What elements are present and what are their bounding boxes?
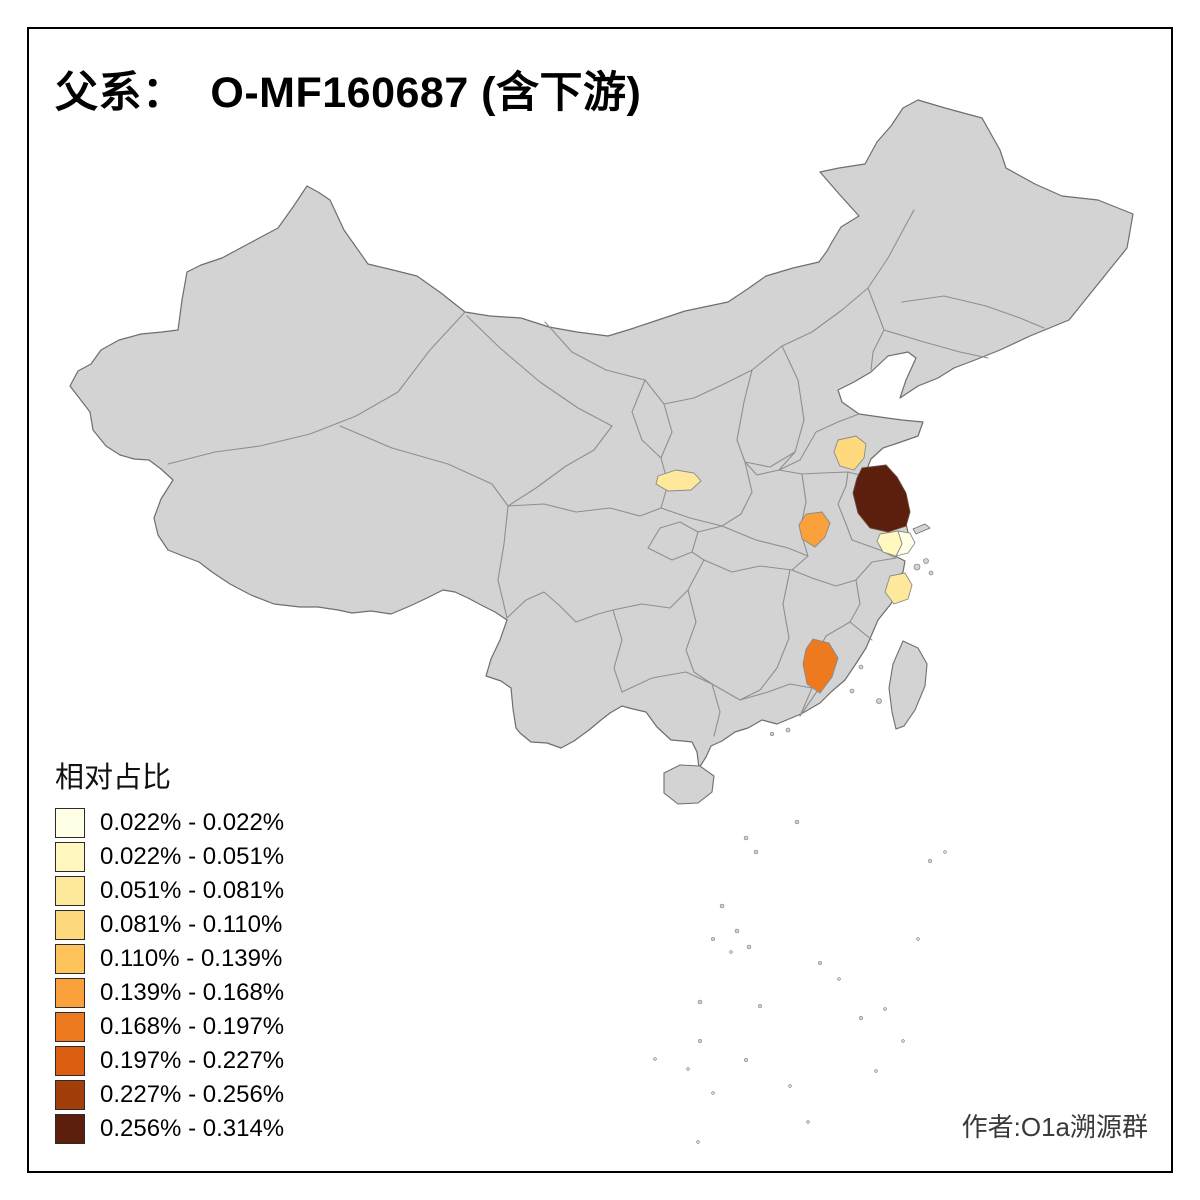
region-highlight-shandong: [833, 435, 867, 471]
legend-swatch: [55, 910, 85, 940]
legend-label: 0.022% - 0.051%: [100, 843, 285, 870]
legend-item: 0.022% - 0.022%: [55, 808, 284, 838]
legend-bins: 0.022% - 0.022% 0.022% - 0.051% 0.051% - 0…: [55, 808, 284, 1144]
legend-label: 0.139% - 0.168%: [100, 979, 285, 1006]
legend-item: 0.081% - 0.110%: [55, 910, 284, 940]
region-highlight-shanghai-pale: [876, 530, 903, 557]
highlighted-regions: [655, 435, 916, 694]
legend-item: 0.168% - 0.197%: [55, 1012, 284, 1042]
region-highlight-fujian: [802, 638, 839, 694]
legend-label: 0.227% - 0.256%: [100, 1081, 285, 1108]
legend-label: 0.081% - 0.110%: [100, 911, 283, 938]
taiwan-island: [888, 640, 928, 730]
legend-swatch: [55, 978, 85, 1008]
legend-swatch: [55, 944, 85, 974]
legend-swatch: [55, 808, 85, 838]
legend-title: 相对占比: [55, 762, 172, 794]
legend: 相对占比 0.022% - 0.022% 0.022% - 0.051% 0.051…: [55, 754, 284, 1148]
legend-label: 0.051% - 0.081%: [100, 877, 285, 904]
legend-item: 0.256% - 0.314%: [55, 1114, 284, 1144]
region-highlight-jiangsu: [852, 464, 911, 533]
legend-swatch: [55, 1012, 85, 1042]
legend-swatch: [55, 1080, 85, 1110]
legend-item: 0.227% - 0.256%: [55, 1080, 284, 1110]
coastal-islands: [769, 523, 934, 737]
legend-label: 0.022% - 0.022%: [100, 809, 285, 836]
legend-item: 0.139% - 0.168%: [55, 978, 284, 1008]
legend-swatch: [55, 842, 85, 872]
author-credit: 作者:O1a溯源群: [961, 1112, 1148, 1142]
legend-label: 0.110% - 0.139%: [100, 945, 283, 972]
legend-item: 0.051% - 0.081%: [55, 876, 284, 906]
legend-swatch: [55, 1046, 85, 1076]
region-highlight-anhui: [798, 511, 831, 548]
legend-item: 0.110% - 0.139%: [55, 944, 284, 974]
south-china-sea-islands: [653, 819, 947, 1144]
region-highlight-zhejiang: [884, 572, 913, 605]
legend-swatch: [55, 1114, 85, 1144]
china-landmass: [69, 99, 1134, 769]
legend-swatch: [55, 876, 85, 906]
region-highlight-northwest: [655, 469, 702, 492]
legend-item: 0.197% - 0.227%: [55, 1046, 284, 1076]
province-borders: [167, 209, 1045, 737]
legend-item: 0.022% - 0.051%: [55, 842, 284, 872]
legend-label: 0.168% - 0.197%: [100, 1013, 285, 1040]
legend-label: 0.256% - 0.314%: [100, 1115, 285, 1142]
hainan-island: [663, 764, 715, 805]
legend-label: 0.197% - 0.227%: [100, 1047, 285, 1074]
page-title: 父系： O-MF160687 (含下游): [55, 69, 642, 117]
